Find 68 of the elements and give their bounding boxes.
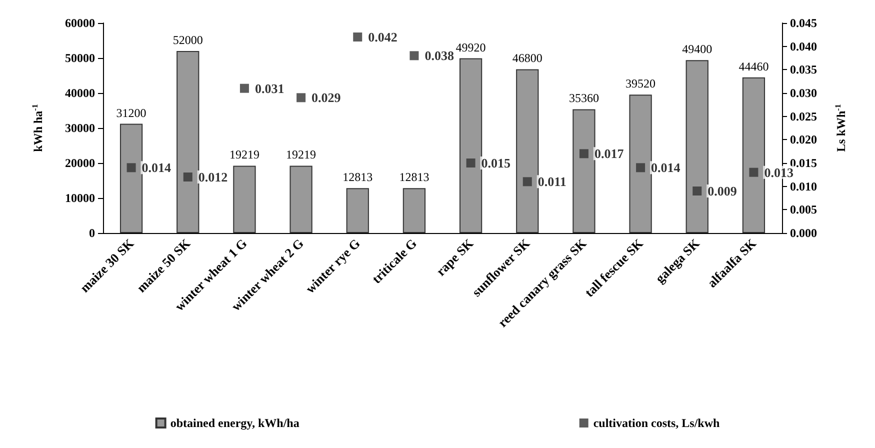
y-tick-label: 40000 <box>65 86 95 100</box>
y2-tick-label: 0.045 <box>790 16 817 30</box>
y-axis-title: kWh ha-1 <box>30 104 45 152</box>
y-tick-label: 10000 <box>65 191 95 205</box>
point <box>410 51 419 60</box>
data-label: 39520 <box>626 76 656 91</box>
point <box>636 163 646 172</box>
bar <box>742 77 766 233</box>
data-label: 0.011 <box>538 174 566 190</box>
data-label: 0.029 <box>312 90 342 106</box>
point <box>579 149 588 158</box>
y2-tick-label: 0.040 <box>790 39 817 54</box>
point <box>126 163 136 172</box>
y2-tick-label: 0.035 <box>790 62 817 77</box>
y2-tick-label: 0.020 <box>790 132 817 147</box>
data-label: 49920 <box>456 40 486 54</box>
legend-label: obtained energy, kWh/ha <box>170 416 300 430</box>
y2-tick-label: 0.025 <box>790 109 817 124</box>
bar <box>233 166 256 233</box>
y2-tick-label: 0.030 <box>790 86 817 100</box>
bar <box>459 58 482 233</box>
point <box>692 186 702 196</box>
y-tick-label: 20000 <box>65 156 95 170</box>
point <box>749 168 758 177</box>
bar <box>290 166 312 233</box>
y-tick-label: 50000 <box>65 51 95 65</box>
data-label: 0.015 <box>481 156 512 170</box>
point <box>240 84 249 93</box>
y-tick-label: 60000 <box>65 16 95 30</box>
data-label: 19219 <box>286 148 316 162</box>
bar <box>120 124 143 233</box>
data-label: 52000 <box>172 33 203 47</box>
legend-label: cultivation costs, Ls/kwh <box>593 416 720 430</box>
bar <box>176 51 200 233</box>
data-label: 31200 <box>116 106 146 120</box>
y-tick-label: 0 <box>89 226 95 240</box>
data-label: 49400 <box>682 42 712 56</box>
bar <box>629 94 652 233</box>
data-label: 0.038 <box>424 48 454 64</box>
y-tick-label: 30000 <box>65 121 95 135</box>
point <box>353 32 362 42</box>
data-label: 46800 <box>512 51 542 66</box>
data-label: 0.012 <box>198 170 228 184</box>
data-label: 0.009 <box>708 184 738 198</box>
data-label: 44460 <box>738 59 769 74</box>
point <box>522 177 532 186</box>
y2-tick-label: 0.010 <box>790 179 817 194</box>
bar <box>686 60 708 233</box>
data-label: 12813 <box>342 170 373 184</box>
bar <box>402 188 426 233</box>
point <box>466 158 476 168</box>
data-label: 35360 <box>568 91 599 106</box>
bar <box>516 69 539 233</box>
x-tick-label: rape SK <box>433 236 476 279</box>
data-label: 0.031 <box>254 80 284 96</box>
data-label: 0.014 <box>651 160 681 176</box>
y2-tick-label: 0.005 <box>790 202 817 217</box>
data-label: 0.042 <box>368 30 398 44</box>
y2-axis-title: Ls kWh-1 <box>834 104 848 152</box>
y2-tick-label: 0.000 <box>790 226 817 240</box>
data-label: 0.014 <box>142 160 172 176</box>
bar <box>346 188 369 233</box>
data-label: 12813 <box>399 170 430 184</box>
bar <box>572 109 596 233</box>
point <box>183 172 192 182</box>
point <box>296 93 306 102</box>
data-label: 19219 <box>229 148 260 162</box>
data-label: 0.017 <box>594 146 624 162</box>
